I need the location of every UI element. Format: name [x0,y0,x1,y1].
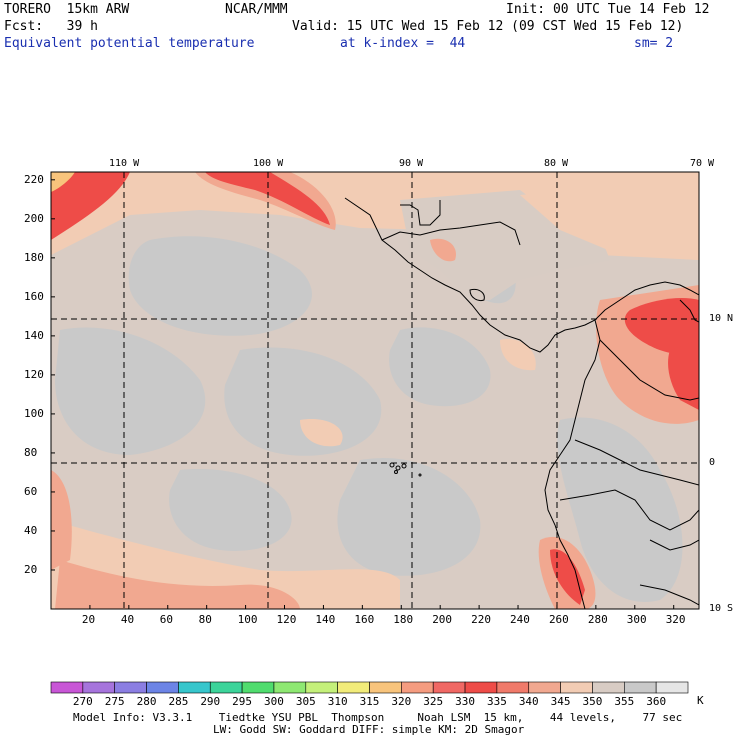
model-name: TORERO 15km ARW [4,2,130,17]
x-tick-label: 20 [81,613,96,626]
palette-level-label: 315 [359,695,380,708]
y-tick-label: 180 [24,250,44,264]
y-tick-label: 20 [24,562,38,576]
x-tick-label: 180 [393,613,414,626]
x-tick-label: 200 [432,613,453,626]
palette-level-label: 350 [582,695,603,708]
x-tick-label: 100 [237,613,258,626]
palette-level-label: 300 [264,695,284,708]
palette-level-label: 280 [136,695,157,708]
theta-e-field [51,172,699,609]
smoothing-info: sm= 2 [634,36,674,51]
y-tick-label: 40 [24,523,38,537]
palette-level-label: 335 [486,695,507,708]
x-tick-label: 220 [471,613,491,626]
palette-level-label: 330 [455,695,475,708]
y-tick-label: 160 [24,289,44,303]
x-tick-label: 260 [548,613,569,626]
palette-level-label: 325 [423,695,444,708]
palette-level-label: 320 [391,695,412,708]
y-tick-label: 80 [24,445,38,459]
coastlines [344,197,699,609]
palette-level-label: 295 [232,695,253,708]
palette-level-label: 305 [295,695,316,708]
lat-label-0: 0 [709,457,716,468]
lon-label-100w: 100 W [253,158,284,169]
y-tick-label: 140 [24,328,44,342]
palette-unit: K [697,694,704,707]
palette-level-label: 355 [614,695,635,708]
palette-level-label: 275 [104,695,125,708]
model-info-line2: LW: Godd SW: Goddard DIFF: simple KM: 2D… [213,723,525,736]
palette-level-label: 310 [327,695,348,708]
x-tick-label: 240 [510,613,530,626]
palette-level-label: 345 [550,695,571,708]
x-tick-label: 280 [587,613,608,626]
forecast-hour: Fcst: 39 h [4,19,98,34]
lon-label-70w: 70 W [690,158,715,169]
y-tick-label: 120 [24,367,44,381]
x-tick-label: 160 [354,613,375,626]
x-tick-label: 140 [315,613,336,626]
x-tick-label: 40 [120,613,135,626]
model-info-line1: Model Info: V3.3.1 Tiedtke YSU PBL Thomp… [73,711,683,724]
x-tick-label: 120 [276,613,297,626]
lon-label-90w: 90 W [399,158,424,169]
x-tick-label: 80 [198,613,212,626]
init-time: Init: 00 UTC Tue 14 Feb 12 [506,2,710,17]
y-tick-label: 220 [24,172,44,186]
x-tick-label: 300 [626,613,647,626]
palette-level-label: 360 [646,695,667,708]
x-tick-label: 60 [159,613,173,626]
graticule [51,172,699,609]
lat-label-10n: 10 N [709,313,734,324]
lon-label-110w: 110 W [109,158,140,169]
palette-level-label: 290 [200,695,221,708]
x-tick-label: 320 [665,613,686,626]
lon-label-80w: 80 W [544,158,569,169]
palette-level-label: 340 [518,695,539,708]
palette-level-label: 270 [72,695,93,708]
valid-time: Valid: 15 UTC Wed 15 Feb 12 (09 CST Wed … [292,19,684,34]
map-frame [50,171,700,610]
field-name: Equivalent potential temperature [4,36,255,51]
palette-level-label: 285 [168,695,189,708]
y-tick-label: 200 [24,211,44,225]
center-name: NCAR/MMM [225,2,288,17]
y-tick-label: 100 [24,406,44,420]
level-info: at k-index = 44 [340,36,466,51]
lat-label-10s: 10 S [709,603,734,614]
y-tick-label: 60 [24,484,38,498]
